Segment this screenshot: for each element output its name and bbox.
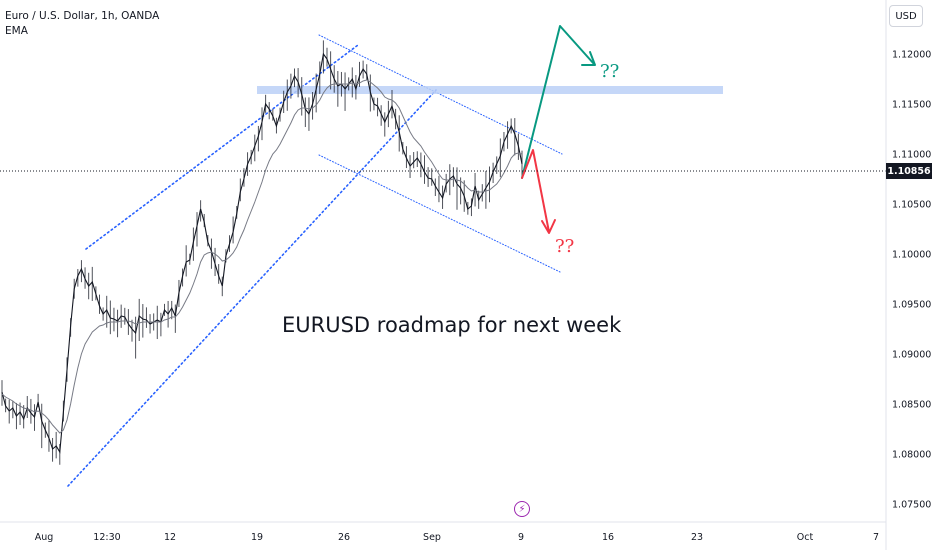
x-tick-label: 9 [518, 532, 524, 543]
symbol-title: Euro / U.S. Dollar, 1h, OANDA [5, 10, 160, 22]
x-axis-ticks: Aug 12:30 12 19 26 Sep 9 16 23 Oct 7 [35, 532, 879, 543]
price-line [1, 52, 523, 454]
bearish-projection-arrow [521, 149, 550, 233]
y-axis-ticks: 1.12000 1.11500 1.11000 1.10500 1.10000 1.095… [892, 50, 931, 511]
y-tick-label: 1.10500 [892, 200, 931, 211]
y-tick-label: 1.10000 [892, 250, 931, 261]
y-tick-label: 1.07500 [892, 500, 931, 511]
falling-channel-lower-line [318, 154, 561, 273]
y-tick-label: 1.11000 [892, 150, 931, 161]
indicator-label[interactable]: EMA [5, 25, 28, 37]
question-marks-up: ?? [600, 61, 620, 82]
resistance-zone-layer [257, 86, 723, 94]
channel-lines [67, 34, 563, 487]
y-tick-label: 1.12000 [892, 50, 931, 61]
question-marks-down: ?? [555, 236, 575, 257]
y-tick-label: 1.08500 [892, 400, 931, 411]
current-price-tag: 1.10856 [886, 163, 932, 179]
rising-channel-upper-line [85, 44, 359, 250]
y-tick-label: 1.09000 [892, 350, 931, 361]
x-tick-label: 26 [338, 532, 350, 543]
x-tick-label: 19 [251, 532, 263, 543]
x-tick-label: 16 [602, 532, 614, 543]
ema-line [1, 79, 523, 434]
resistance-zone [257, 86, 723, 94]
falling-channel-upper-line [318, 34, 563, 155]
x-tick-label: 23 [691, 532, 703, 543]
roadmap-annotation: EURUSD roadmap for next week [282, 313, 622, 337]
chart-legend: Euro / U.S. Dollar, 1h, OANDA EMA [5, 9, 159, 39]
rising-channel-lower-line [67, 89, 437, 487]
lightning-icon[interactable]: ⚡ [514, 501, 530, 517]
bullish-projection-arrow [521, 25, 595, 179]
x-tick-label: Aug [35, 532, 54, 543]
bearish-arrow-head [541, 219, 556, 234]
x-tick-label: 12 [164, 532, 176, 543]
x-tick-label: Oct [797, 532, 814, 543]
projection-arrows [521, 25, 596, 234]
y-tick-label: 1.09500 [892, 300, 931, 311]
price-series-layer [1, 40, 523, 465]
bullish-arrow-head [581, 51, 596, 66]
x-tick-label: 7 [873, 532, 879, 543]
x-tick-label: 12:30 [93, 532, 120, 543]
y-tick-label: 1.11500 [892, 100, 931, 111]
currency-button[interactable]: USD [889, 5, 923, 27]
y-tick-label: 1.08000 [892, 450, 931, 461]
x-tick-label: Sep [423, 532, 441, 543]
